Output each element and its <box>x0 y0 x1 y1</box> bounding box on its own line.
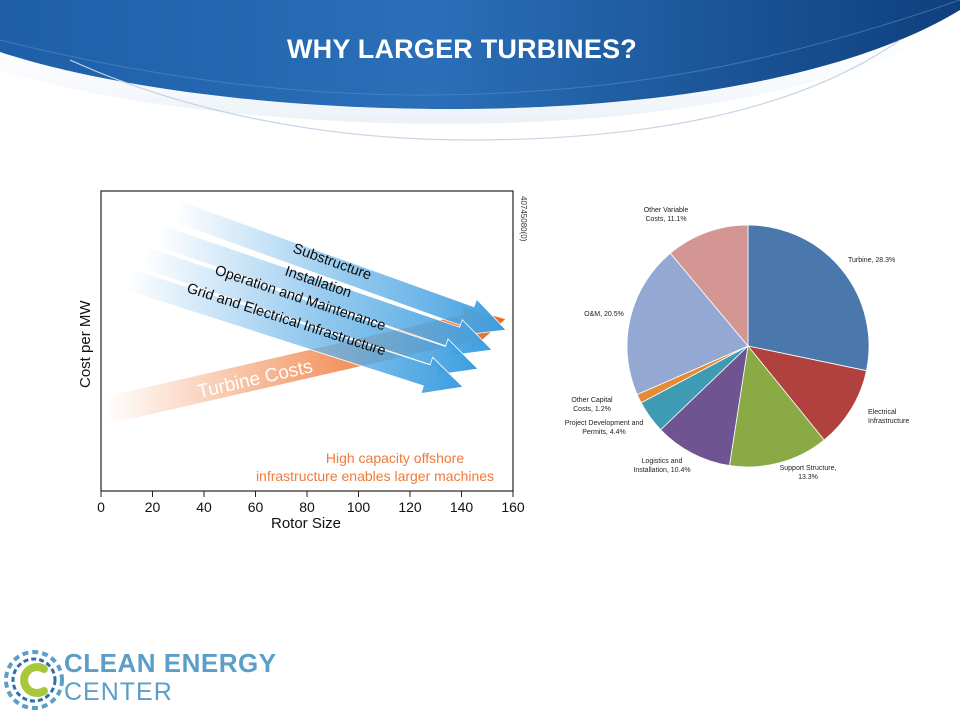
x-tick-label: 0 <box>97 499 105 515</box>
x-tick-label: 40 <box>196 499 212 515</box>
grid-electrical-arrow <box>126 269 464 394</box>
pie-slice-label: Turbine, 28.3% <box>848 257 895 264</box>
header-banner <box>0 0 960 141</box>
clean-energy-center-logo: CLEAN ENERGY CENTER <box>0 636 280 720</box>
logo-text-line2: CENTER <box>64 678 173 706</box>
pie-slice <box>660 344 749 467</box>
x-tick-label: 20 <box>145 499 161 515</box>
pie-labels: Turbine, 28.3% Electrical Infrastructure, … <box>565 207 910 481</box>
logo-text-line1: CLEAN ENERGY <box>64 648 277 678</box>
x-tick-label: 120 <box>398 499 422 515</box>
x-tick-label: 60 <box>248 499 264 515</box>
pie-slice <box>626 252 749 396</box>
x-tick-label: 80 <box>299 499 315 515</box>
y-axis-label: Cost per MW <box>77 300 94 388</box>
pie-slices <box>626 224 870 468</box>
pie-slice <box>729 345 825 468</box>
annotation-line-2: infrastructure enables larger machines <box>256 468 494 484</box>
slide-title: WHY LARGER TURBINES? <box>286 34 637 64</box>
x-axis-label: Rotor Size <box>271 515 341 532</box>
cost-breakdown-pie: Turbine, 28.3% Electrical Infrastructure, … <box>565 207 910 481</box>
pie-slice <box>746 345 867 441</box>
pie-slice-label: Logistics and Installation, 10.4% <box>633 458 690 474</box>
pie-slice-label: O&M, 20.5% <box>584 311 624 318</box>
pie-slice-label: Other Variable Costs, 11.1% <box>644 207 689 223</box>
logo-mark-icon <box>4 650 64 710</box>
pie-slice-label: Support Structure, 13.3% <box>780 465 837 481</box>
x-axis-ticks: 0 20 40 60 80 100 120 140 160 <box>97 491 525 515</box>
x-tick-label: 100 <box>347 499 371 515</box>
chart-code: 40745080(0) <box>519 196 528 242</box>
x-tick-label: 140 <box>450 499 474 515</box>
pie-slice-label: Other Capital Costs, 1.2% <box>571 397 613 413</box>
x-tick-label: 160 <box>501 499 525 515</box>
pie-slice-label: Project Development and Permits, 4.4% <box>565 420 644 436</box>
pie-slice <box>747 224 870 372</box>
annotation-line-1: High capacity offshore <box>326 450 464 466</box>
pie-slice <box>669 224 749 348</box>
